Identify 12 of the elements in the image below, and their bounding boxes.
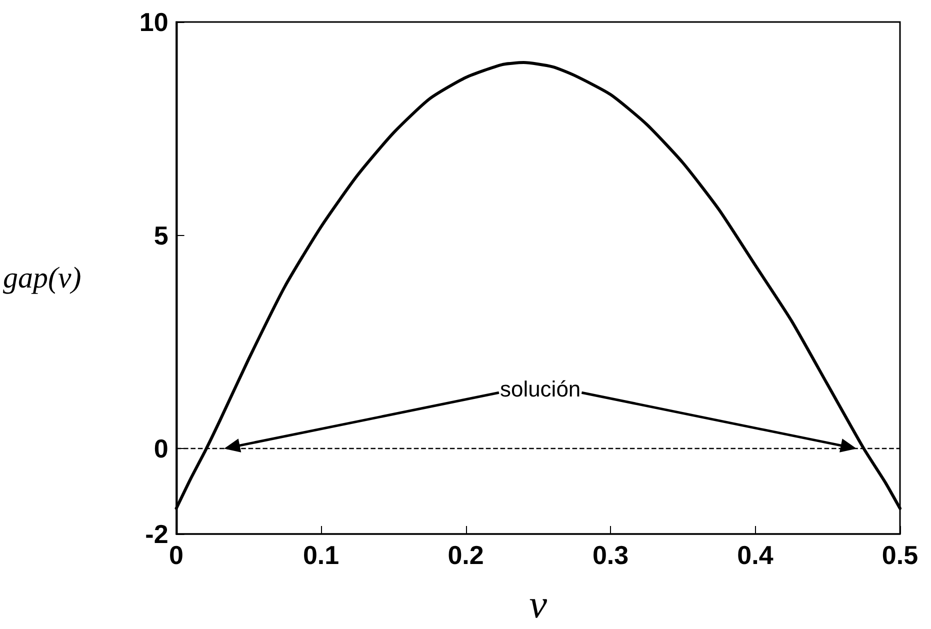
x-tick-label: 0.4 bbox=[737, 540, 774, 570]
y-tick-label: 0 bbox=[154, 434, 168, 464]
x-tick-label: 0.1 bbox=[302, 540, 340, 570]
annotation: solución bbox=[500, 376, 581, 402]
x-tick-label: 0.5 bbox=[882, 540, 918, 570]
x-axis-title: v bbox=[529, 582, 548, 626]
y-axis-title: gap(v) bbox=[3, 262, 82, 294]
y-tick-label: 10 bbox=[139, 7, 168, 37]
y-tick-label: -2 bbox=[145, 519, 168, 549]
x-tick-label: 0.3 bbox=[592, 540, 629, 570]
y-tick-label: 5 bbox=[154, 220, 168, 250]
x-tick-label: 0.2 bbox=[448, 540, 484, 570]
